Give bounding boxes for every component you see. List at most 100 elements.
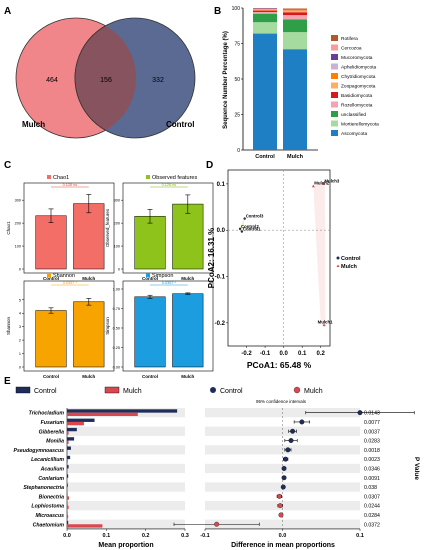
e-right-x-axis-label: Difference in mean proportions xyxy=(231,542,335,549)
e-diff-point xyxy=(299,419,305,425)
c-bar xyxy=(35,215,67,270)
c-bar xyxy=(134,215,166,270)
e-left-xtick-label: 0.1 xyxy=(103,533,111,539)
b-legend-label: Chytridiomycota xyxy=(341,74,376,80)
venn-overlap xyxy=(74,18,136,138)
c-category-label: Mulch xyxy=(181,374,194,379)
e-row-band-left xyxy=(67,519,185,529)
b-bar-segment xyxy=(283,15,307,20)
b-bar-segment xyxy=(283,49,307,150)
e-bar-control xyxy=(67,455,71,460)
e-pvalue: 0.038 xyxy=(364,485,377,491)
e-pvalue: 0.0244 xyxy=(364,504,380,510)
alpha-subplot: Observed features 0 100 200 300 Observed_feat… xyxy=(105,175,214,281)
venn-count-shared: 156 xyxy=(100,77,112,84)
d-point-mulch xyxy=(311,184,315,188)
d-point-mulch xyxy=(322,323,326,327)
e-legend-swatch-mulch xyxy=(104,386,120,394)
c-ytick-label: 200 xyxy=(114,222,120,226)
e-pvalue: 0.0091 xyxy=(364,476,380,482)
e-right-xtick-label: 0.0 xyxy=(279,533,287,539)
c-y-axis-label: Simpson xyxy=(105,317,110,335)
e-legend-dot-mulch xyxy=(293,386,301,394)
e-bar-mulch xyxy=(67,412,138,416)
c-ytick-label: 1 xyxy=(19,352,21,356)
b-bar-segment xyxy=(283,10,307,12)
e-diff-point xyxy=(290,428,296,434)
b-legend-swatch xyxy=(331,63,338,70)
c-bar xyxy=(134,296,166,368)
e-right-xtick-label: -0.1 xyxy=(200,533,209,539)
panel-letter-a: A xyxy=(4,6,11,17)
d-ytick-label: -0.1 xyxy=(215,275,226,281)
e-pvalue: 0.0143 xyxy=(364,411,380,417)
c-legend-label: Observed features xyxy=(152,175,197,181)
b-bar-segment xyxy=(253,9,277,11)
c-sig-label: 0.126 ns xyxy=(63,183,78,187)
e-bar-mulch xyxy=(67,440,69,444)
c-subplot-frame xyxy=(23,280,115,372)
venn-label-control: Control xyxy=(166,120,194,129)
d-legend-marker-control xyxy=(336,256,340,260)
c-ytick-label: 0.00 xyxy=(113,366,120,370)
e-diff-point xyxy=(278,512,284,518)
e-diff-point xyxy=(285,447,291,453)
c-subplot-frame xyxy=(122,280,214,372)
e-bar-mulch xyxy=(67,524,103,528)
d-xtick-label: 0.2 xyxy=(317,351,326,357)
c-category-label: Control xyxy=(142,276,158,281)
e-pvalue: 0.0018 xyxy=(364,448,380,454)
e-pvalue: 0.0283 xyxy=(364,439,380,445)
e-right-xtick-label: 0.1 xyxy=(356,533,364,539)
b-category-label: Control xyxy=(255,154,275,160)
e-pvalue: 0.0284 xyxy=(364,513,380,519)
e-category-label: Microascus xyxy=(35,513,64,519)
b-bar-segment xyxy=(253,13,277,23)
e-bar-control xyxy=(67,520,69,525)
e-diff-point xyxy=(281,475,287,481)
e-legend-label-control-right: Control xyxy=(220,388,243,395)
d-legend-label-mulch: Mulch xyxy=(341,264,358,270)
e-category-label: Conlarium xyxy=(38,476,64,482)
d-point-control xyxy=(243,217,246,220)
e-row-band-right xyxy=(205,426,360,436)
d-y-axis-label: PCoA2: 16.31 % xyxy=(207,228,216,288)
e-pvalue: 0.0037 xyxy=(364,429,380,435)
c-category-label: Control xyxy=(43,276,59,281)
d-ytick-label: 0.0 xyxy=(217,228,226,234)
d-ytick-label: -0.2 xyxy=(215,321,226,327)
b-legend-label: Mortierellomycota xyxy=(341,122,379,128)
c-ytick-label: 0.50 xyxy=(113,327,120,331)
e-left-x-axis-label: Mean proportion xyxy=(98,542,153,549)
d-point-control xyxy=(238,227,242,231)
b-ytick-label: 100 xyxy=(232,6,241,12)
e-category-label: Gibberella xyxy=(39,429,64,435)
venn-label-mulch: Mulch xyxy=(22,120,45,129)
c-ytick-label: 3 xyxy=(19,325,21,329)
b-category-label: Mulch xyxy=(287,154,304,160)
e-diff-point xyxy=(281,466,287,471)
b-legend-swatch xyxy=(331,35,338,41)
d-point-label: Control3 xyxy=(246,214,264,219)
d-point-control xyxy=(240,230,244,233)
e-row-band-left xyxy=(67,482,185,492)
c-bar xyxy=(73,203,105,270)
e-bar-control xyxy=(67,474,69,478)
b-legend-swatch xyxy=(331,54,338,60)
e-bar-control xyxy=(67,437,75,441)
c-sig-label: 0.0357 * xyxy=(162,281,177,285)
c-category-label: Control xyxy=(142,374,158,379)
c-ytick-label: 4 xyxy=(19,312,21,316)
d-xtick-label: -0.1 xyxy=(260,351,271,357)
c-category-label: Mulch xyxy=(82,276,95,281)
b-legend-label: Rozellomycota xyxy=(341,103,373,109)
c-sig-label: 0.0357 * xyxy=(63,281,78,285)
e-legend-label-control: Control xyxy=(34,388,57,395)
c-subplot-frame xyxy=(23,182,115,274)
c-ytick-label: 0 xyxy=(118,268,120,272)
b-ytick-label: 75 xyxy=(234,42,240,48)
b-y-axis-label: Sequence Number Percentage (%) xyxy=(223,31,229,129)
panel-letter-e: E xyxy=(4,376,11,387)
d-legend-label-control: Control xyxy=(341,256,361,262)
